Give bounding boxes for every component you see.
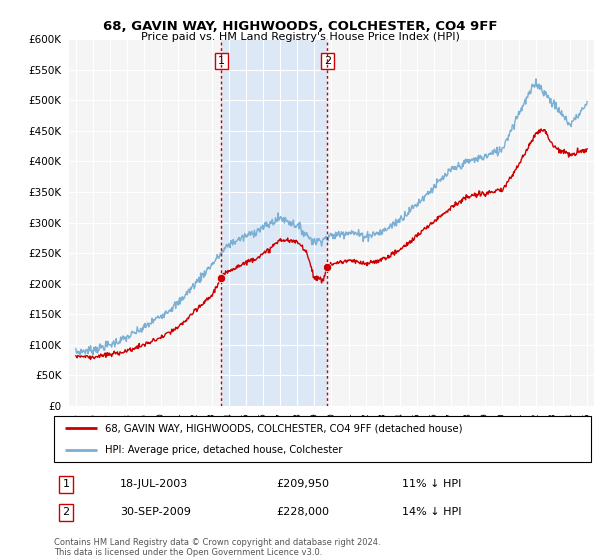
Text: 18-JUL-2003: 18-JUL-2003 xyxy=(120,479,188,489)
Text: HPI: Average price, detached house, Colchester: HPI: Average price, detached house, Colc… xyxy=(105,445,343,455)
Text: 2: 2 xyxy=(62,507,70,517)
Text: £228,000: £228,000 xyxy=(276,507,329,517)
Text: 1: 1 xyxy=(62,479,70,489)
Text: 2: 2 xyxy=(323,56,331,66)
Text: 68, GAVIN WAY, HIGHWOODS, COLCHESTER, CO4 9FF (detached house): 68, GAVIN WAY, HIGHWOODS, COLCHESTER, CO… xyxy=(105,423,463,433)
Text: Price paid vs. HM Land Registry's House Price Index (HPI): Price paid vs. HM Land Registry's House … xyxy=(140,32,460,42)
Text: £209,950: £209,950 xyxy=(276,479,329,489)
Text: 11% ↓ HPI: 11% ↓ HPI xyxy=(402,479,461,489)
Text: 68, GAVIN WAY, HIGHWOODS, COLCHESTER, CO4 9FF: 68, GAVIN WAY, HIGHWOODS, COLCHESTER, CO… xyxy=(103,20,497,32)
Text: 1: 1 xyxy=(218,56,225,66)
Text: 14% ↓ HPI: 14% ↓ HPI xyxy=(402,507,461,517)
FancyBboxPatch shape xyxy=(54,416,591,462)
Text: 30-SEP-2009: 30-SEP-2009 xyxy=(120,507,191,517)
Bar xyxy=(221,39,327,406)
Text: Contains HM Land Registry data © Crown copyright and database right 2024.
This d: Contains HM Land Registry data © Crown c… xyxy=(54,538,380,557)
